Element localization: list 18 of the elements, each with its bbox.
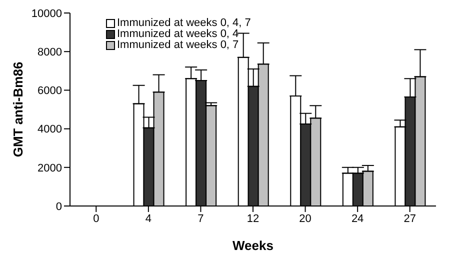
y-tick-label: 10000 (31, 8, 62, 20)
y-tick-label: 0 (56, 200, 62, 213)
y-axis-title: GMT anti-Bm86 (10, 62, 26, 158)
y-tick-label: 2000 (38, 162, 62, 174)
y-tick-label: 8000 (38, 46, 62, 59)
y-tick-label: 6000 (38, 85, 62, 98)
x-tick-label: 24 (351, 212, 364, 225)
x-tick-label: 0 (93, 212, 100, 225)
legend-label: Immunized at weeks 0, 7 (117, 39, 239, 51)
x-axis-title: Weeks (232, 238, 274, 253)
x-tick-label: 12 (246, 212, 260, 225)
x-tick-label: 7 (198, 212, 204, 225)
x-tick-label: 27 (404, 212, 416, 225)
x-tick-label: 20 (299, 212, 312, 225)
legend-label: Immunized at weeks 0, 4, 7 (117, 17, 251, 29)
legend-label: Immunized at weeks 0, 4 (117, 28, 239, 40)
y-tick-label: 4000 (38, 124, 62, 136)
x-tick-label: 4 (145, 212, 152, 225)
